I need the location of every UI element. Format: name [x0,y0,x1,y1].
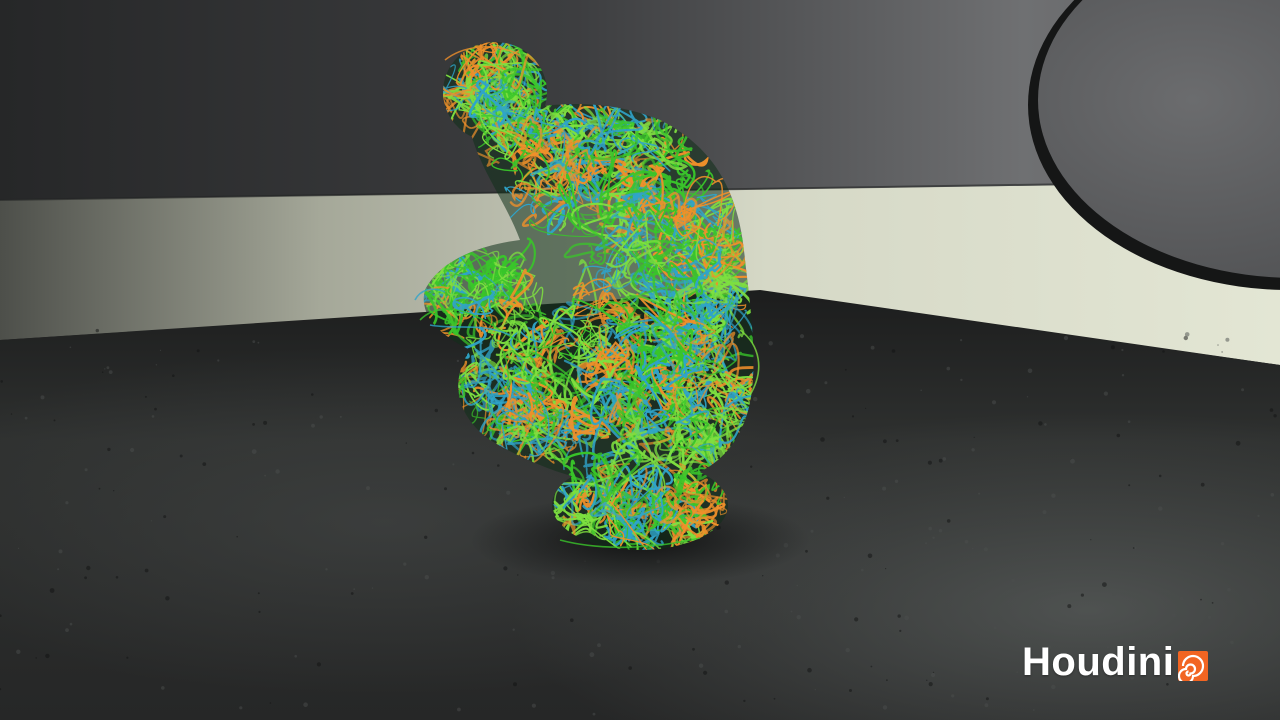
houdini-wordmark: Houdini [1022,640,1175,684]
gray-disc [1028,0,1280,290]
houdini-swirl-icon [1178,651,1209,681]
houdini-watermark: Houdini [1022,640,1209,684]
